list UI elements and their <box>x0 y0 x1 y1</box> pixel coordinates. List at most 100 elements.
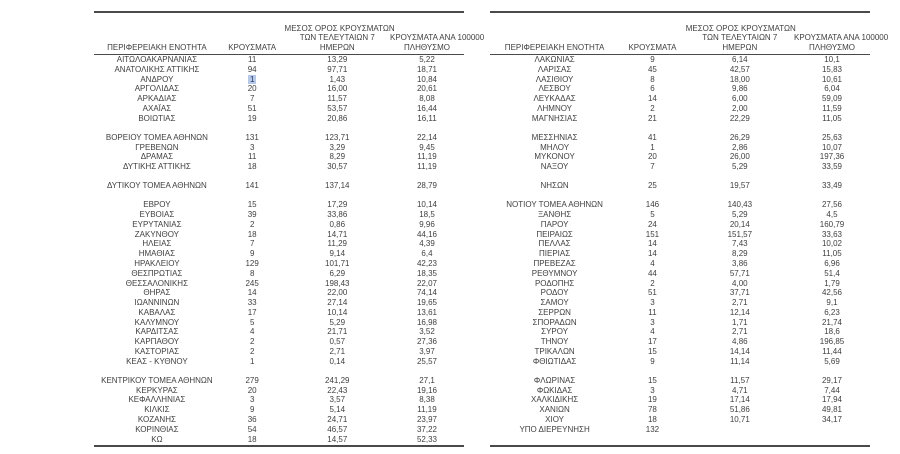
avg7-cell: 12,14 <box>686 308 794 318</box>
cell-value: 4,5 <box>826 209 838 219</box>
region-name-cell: ΕΥΒΟΙΑΣ <box>94 210 220 220</box>
cases-cell: 11 <box>220 152 285 162</box>
cell-value: 4 <box>249 327 255 337</box>
cases-cell: 18 <box>220 230 285 240</box>
cell-value: 51,86 <box>729 405 750 415</box>
highlighted-value: 1 <box>247 74 257 84</box>
table-row: ΤΗΝΟΥ 17 4,86 196,85 <box>490 337 870 347</box>
cell-value: 1 <box>249 356 255 366</box>
cell-value: 33,86 <box>327 209 348 219</box>
cases-cell: 15 <box>619 376 686 386</box>
cell-value: 42,57 <box>729 64 750 74</box>
cell-value: 51 <box>247 103 257 113</box>
per100k-cell: 11,19 <box>390 152 464 162</box>
cell-value: 7,43 <box>732 239 748 249</box>
gap-cell <box>490 367 870 376</box>
regions-table-left-wrapper: ΠΕΡΙΦΕΡΕΙΑΚΗ ΕΝΟΤΗΤΑ ΚΡΟΥΣΜΑΤΑ ΜΕΣΟΣ ΟΡΟΣ … <box>94 11 484 447</box>
cell-value: 52,33 <box>416 434 437 444</box>
avg7-cell: 0,14 <box>285 357 390 367</box>
per100k-cell: 27,36 <box>390 337 464 347</box>
cell-value: 94 <box>247 64 257 74</box>
cell-value: 46,57 <box>327 424 348 434</box>
cell-value: 245 <box>245 278 259 288</box>
region-name-cell: ΗΡΑΚΛΕΙΟΥ <box>94 259 220 269</box>
cell-value: 19 <box>247 113 257 123</box>
cases-cell: 1 <box>619 143 686 153</box>
cell-value: 53,57 <box>327 103 348 113</box>
per100k-cell: 16,98 <box>390 318 464 328</box>
per100k-cell: 7,44 <box>794 386 870 396</box>
avg7-cell: 57,71 <box>686 269 794 279</box>
per100k-cell: 4,39 <box>390 239 464 249</box>
cell-value: ΚΑΛΥΜΝΟΥ <box>134 317 180 327</box>
header-line: ΠΕΡΙΦΕΡΕΙΑΚΗ ΕΝΟΤΗΤΑ <box>504 42 605 52</box>
cell-value: 54 <box>247 424 257 434</box>
table-row: ΦΩΚΙΔΑΣ 3 4,71 7,44 <box>490 386 870 396</box>
cases-cell: 4 <box>220 327 285 337</box>
cell-value: 14 <box>247 288 257 298</box>
cell-value: 17,14 <box>729 395 750 405</box>
per100k-cell: 27,1 <box>390 376 464 386</box>
per100k-cell: 19,16 <box>390 386 464 396</box>
per100k-cell: 52,33 <box>390 435 464 445</box>
cell-value: 11 <box>248 55 257 64</box>
region-name-cell: ΒΟΡΕΙΟΥ ΤΟΜΕΑ ΑΘΗΝΩΝ <box>94 133 220 143</box>
avg7-cell: 101,71 <box>285 259 390 269</box>
group-gap <box>490 367 870 376</box>
header-line: ΚΡΟΥΣΜΑΤΑ <box>228 42 277 52</box>
cell-value: ΝΑΞΟΥ <box>540 162 569 172</box>
cell-value: ΝΟΤΙΟΥ ΤΟΜΕΑ ΑΘΗΝΩΝ <box>506 200 603 210</box>
cases-cell: 132 <box>619 425 686 435</box>
cases-cell: 36 <box>220 415 285 425</box>
table-row: ΦΛΩΡΙΝΑΣ 15 11,57 29,17 <box>490 376 870 386</box>
header-row: ΠΕΡΙΦΕΡΕΙΑΚΗ ΕΝΟΤΗΤΑ ΚΡΟΥΣΜΑΤΑ ΜΕΣΟΣ ΟΡΟΣ … <box>94 13 484 55</box>
per100k-cell: 33,49 <box>794 181 870 191</box>
cell-value: ΣΠΟΡΑΔΩΝ <box>532 317 577 327</box>
cell-value: 9 <box>650 356 655 366</box>
cell-value: 13,61 <box>416 307 437 317</box>
avg7-cell: 17,29 <box>285 200 390 210</box>
cell-value: 16,00 <box>327 84 348 94</box>
avg7-cell: 46,57 <box>285 425 390 435</box>
cases-cell: 2 <box>220 220 285 230</box>
avg7-cell: 10,14 <box>285 308 390 318</box>
cell-value: ΡΕΘΥΜΝΟΥ <box>531 268 578 278</box>
table-row: ΑΝΑΤΟΛΙΚΗΣ ΑΤΤΙΚΗΣ 94 97,71 18,71 <box>94 65 464 75</box>
gap-cell <box>94 172 464 181</box>
cell-value: ΧΑΛΚΙΔΙΚΗΣ <box>530 395 579 405</box>
cell-value: 11,57 <box>327 94 347 104</box>
region-name-cell: ΛΑΚΩΝΙΑΣ <box>490 55 619 65</box>
cell-value: 6,23 <box>824 307 840 317</box>
table-row: ΜΑΓΝΗΣΙΑΣ 21 22,29 11,05 <box>490 114 870 124</box>
cases-cell: 44 <box>619 269 686 279</box>
cell-value: 37,71 <box>729 288 750 298</box>
table-row: ΗΛΕΙΑΣ 7 11,29 4,39 <box>94 239 464 249</box>
cell-value: 1,71 <box>732 317 748 327</box>
cases-cell: 33 <box>220 298 285 308</box>
cell-value: 29,17 <box>821 375 842 385</box>
region-name-cell: ΒΟΙΩΤΙΑΣ <box>94 114 220 124</box>
cell-value: 25,63 <box>821 132 842 142</box>
region-name-cell: ΛΑΡΙΣΑΣ <box>490 65 619 75</box>
gap-cell <box>490 191 870 200</box>
region-name-cell: ΕΒΡΟΥ <box>94 200 220 210</box>
region-name-cell: ΣΥΡΟΥ <box>490 327 619 337</box>
cell-value: ΛΑΡΙΣΑΣ <box>537 64 572 74</box>
table-row: ΘΗΡΑΣ 14 22,00 74,14 <box>94 288 464 298</box>
avg7-cell: 137,14 <box>285 181 390 191</box>
cases-cell: 24 <box>619 220 686 230</box>
cell-value: 10,1 <box>824 55 840 64</box>
table-row: ΕΥΡΥΤΑΝΙΑΣ 2 0,86 9,96 <box>94 220 464 230</box>
avg7-cell: 14,57 <box>285 435 390 445</box>
table-row: ΛΑΚΩΝΙΑΣ 9 6,14 10,1 <box>490 55 870 65</box>
avg7-cell: 198,43 <box>285 279 390 289</box>
avg7-cell <box>686 425 794 435</box>
cell-value: ΚΕΦΑΛΛΗΝΙΑΣ <box>128 395 186 405</box>
region-name-cell: ΠΙΕΡΙΑΣ <box>490 249 619 259</box>
avg7-cell: 37,71 <box>686 288 794 298</box>
cases-cell: 20 <box>220 386 285 396</box>
per100k-cell: 16,11 <box>390 114 464 124</box>
cell-value: ΤΡΙΚΑΛΩΝ <box>534 347 575 357</box>
region-name-cell: ΚΑΣΤΟΡΙΑΣ <box>94 347 220 357</box>
per100k-cell: 17,94 <box>794 395 870 405</box>
